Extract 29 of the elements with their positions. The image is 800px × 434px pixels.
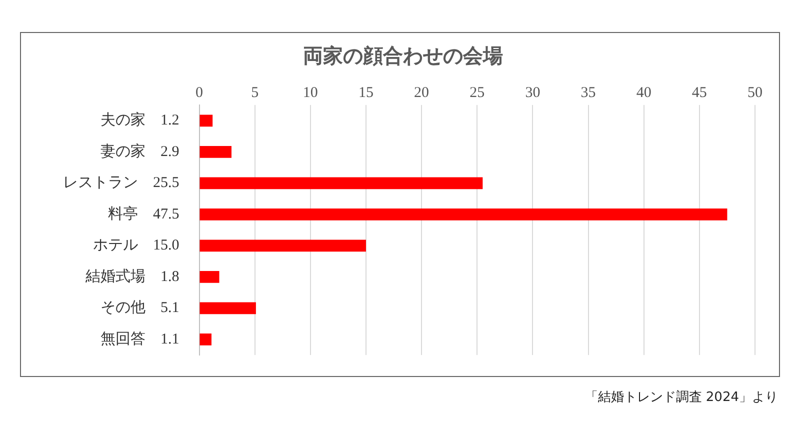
bar xyxy=(200,177,483,190)
bar xyxy=(200,208,728,220)
x-tick-label: 25 xyxy=(470,84,485,101)
text: 「結婚トレンド調査 2024」より xyxy=(584,389,778,406)
x-tick-label: 40 xyxy=(636,84,652,101)
x-tick-label: 45 xyxy=(692,84,707,101)
category-label: レストラン 25.5 xyxy=(63,175,180,192)
category-label: 結婚式場 1.8 xyxy=(86,268,180,285)
bar xyxy=(200,270,220,283)
category-label: 妻の家 2.9 xyxy=(100,144,180,160)
x-tick-label: 30 xyxy=(525,84,540,101)
bar xyxy=(200,302,256,314)
x-tick-label: 35 xyxy=(580,84,596,101)
x-tick-label: 15 xyxy=(358,84,374,101)
category-label: その他 5.1 xyxy=(100,300,180,316)
category-label: 夫の家 1.2 xyxy=(100,112,180,129)
bar xyxy=(200,146,232,158)
x-tick-label: 0 xyxy=(196,84,203,101)
bar xyxy=(200,114,213,127)
bar xyxy=(200,333,212,346)
x-tick-label: 5 xyxy=(251,84,259,101)
category-label: 無回答 1.1 xyxy=(100,331,180,348)
chart-title: 両家の顔合わせの会場 xyxy=(303,44,503,68)
category-label: ホテル 15.0 xyxy=(93,238,180,254)
x-tick-label: 10 xyxy=(302,84,318,101)
bar xyxy=(200,240,366,252)
x-tick-label: 50 xyxy=(748,84,762,101)
x-tick-label: 20 xyxy=(414,84,430,101)
category-label: 料亭 47.5 xyxy=(108,206,180,222)
